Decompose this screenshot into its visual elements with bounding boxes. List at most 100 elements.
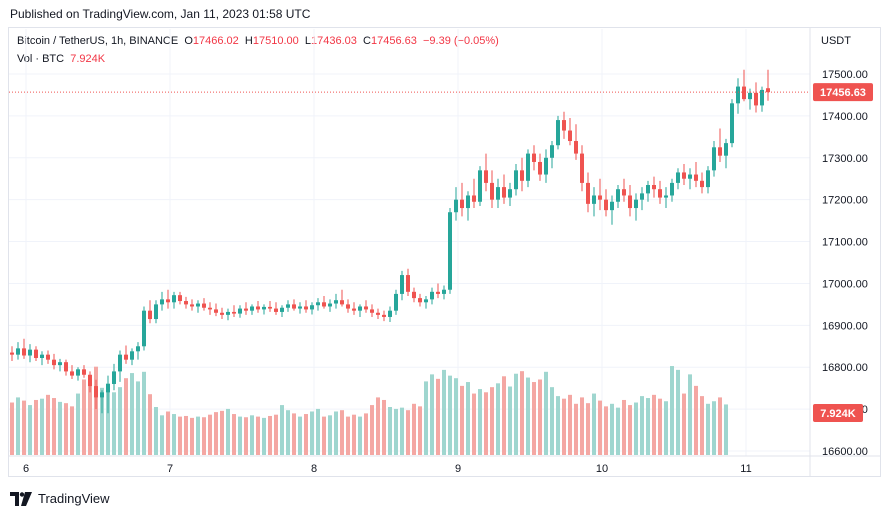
volume-value: 7.924K <box>70 53 106 65</box>
volume-bar <box>466 382 470 455</box>
volume-bar <box>640 396 644 455</box>
candle-body <box>754 92 758 106</box>
volume-bar <box>502 376 506 455</box>
volume-bar <box>130 373 134 455</box>
candle-body <box>556 120 560 146</box>
volume-bar <box>274 414 278 455</box>
volume-bar <box>106 383 110 455</box>
volume-bar <box>160 415 164 455</box>
volume-bar <box>118 387 122 455</box>
candle-body <box>88 374 92 387</box>
candle-body <box>598 195 602 200</box>
low-value: 17436.03 <box>311 35 357 47</box>
y-tick-label: 17300.00 <box>822 153 868 165</box>
candle-body <box>388 310 392 317</box>
volume-bar <box>136 381 140 455</box>
candle-body <box>76 369 80 376</box>
volume-label: Vol · BTC <box>17 53 65 65</box>
candle-body <box>10 352 14 355</box>
volume-bar <box>472 393 476 455</box>
volume-bar <box>364 413 368 455</box>
volume-bar <box>676 369 680 455</box>
candle-body <box>154 304 158 320</box>
candle-body <box>274 308 278 312</box>
volume-bar <box>436 378 440 455</box>
volume-bar <box>292 413 296 455</box>
candle-body <box>490 182 494 200</box>
volume-bar <box>298 416 302 455</box>
candle-body <box>694 174 698 181</box>
volume-bar <box>478 389 482 455</box>
volume-bar <box>508 386 512 455</box>
candle-body <box>232 311 236 314</box>
volume-bar <box>616 407 620 455</box>
candle-body <box>382 314 386 317</box>
volume-bar <box>328 415 332 455</box>
volume-bar <box>484 392 488 455</box>
volume-bar <box>154 407 158 455</box>
volume-bar <box>460 385 464 455</box>
volume-bar <box>46 394 50 455</box>
candle-body <box>724 143 728 156</box>
candle-body <box>82 369 86 375</box>
volume-bar <box>352 414 356 455</box>
candle-body <box>130 351 134 360</box>
volume-bar <box>94 366 98 455</box>
volume-bar <box>496 383 500 455</box>
candle-body <box>436 291 440 294</box>
volume-bar <box>724 404 728 455</box>
candle-body <box>652 185 656 190</box>
candle-body <box>334 300 338 304</box>
candle-body <box>28 349 32 356</box>
chart-frame <box>8 27 881 477</box>
volume-bar <box>76 393 80 455</box>
volume-bar <box>34 399 38 455</box>
volume-bar <box>568 394 572 455</box>
volume-bar <box>604 406 608 455</box>
candle-body <box>514 170 518 190</box>
candle-body <box>346 304 350 309</box>
y-tick-label: 16900.00 <box>822 320 868 332</box>
candle-body <box>202 303 206 308</box>
candle-body <box>214 309 218 313</box>
volume-bar <box>256 416 260 455</box>
candle-body <box>322 302 326 307</box>
candle-body <box>418 298 422 303</box>
candle-body <box>664 195 668 198</box>
volume-bar <box>28 405 32 455</box>
candle-body <box>358 306 362 311</box>
candle-body <box>532 153 536 162</box>
volume-bar <box>490 387 494 455</box>
volume-bar <box>166 411 170 455</box>
volume-bar <box>64 403 68 455</box>
footer-brand-text: TradingView <box>38 491 110 506</box>
volume-bar <box>406 410 410 455</box>
volume-legend: Vol · BTC 7.924K <box>17 53 105 65</box>
candle-body <box>124 354 128 360</box>
volume-bar <box>370 405 374 455</box>
candle-body <box>328 303 332 307</box>
volume-bar <box>202 417 206 455</box>
candle-body <box>304 306 308 310</box>
volume-bar <box>334 411 338 455</box>
volume-bar <box>382 399 386 455</box>
volume-bar <box>592 393 596 455</box>
candle-body <box>316 302 320 306</box>
candle-body <box>94 386 98 398</box>
candle-body <box>544 157 548 175</box>
volume-bar <box>10 402 14 455</box>
candle-body <box>730 103 734 144</box>
y-tick-label: 17000.00 <box>822 278 868 290</box>
candle-body <box>376 312 380 315</box>
candle-body <box>34 349 38 359</box>
candle-body <box>178 295 182 302</box>
candle-body <box>352 308 356 311</box>
tradingview-logo-icon <box>10 491 32 506</box>
x-tick-label: 11 <box>740 463 751 475</box>
candle-body <box>718 147 722 156</box>
volume-bar <box>664 401 668 455</box>
candle-body <box>208 307 212 310</box>
candle-body <box>166 299 170 303</box>
candle-body <box>118 354 122 372</box>
